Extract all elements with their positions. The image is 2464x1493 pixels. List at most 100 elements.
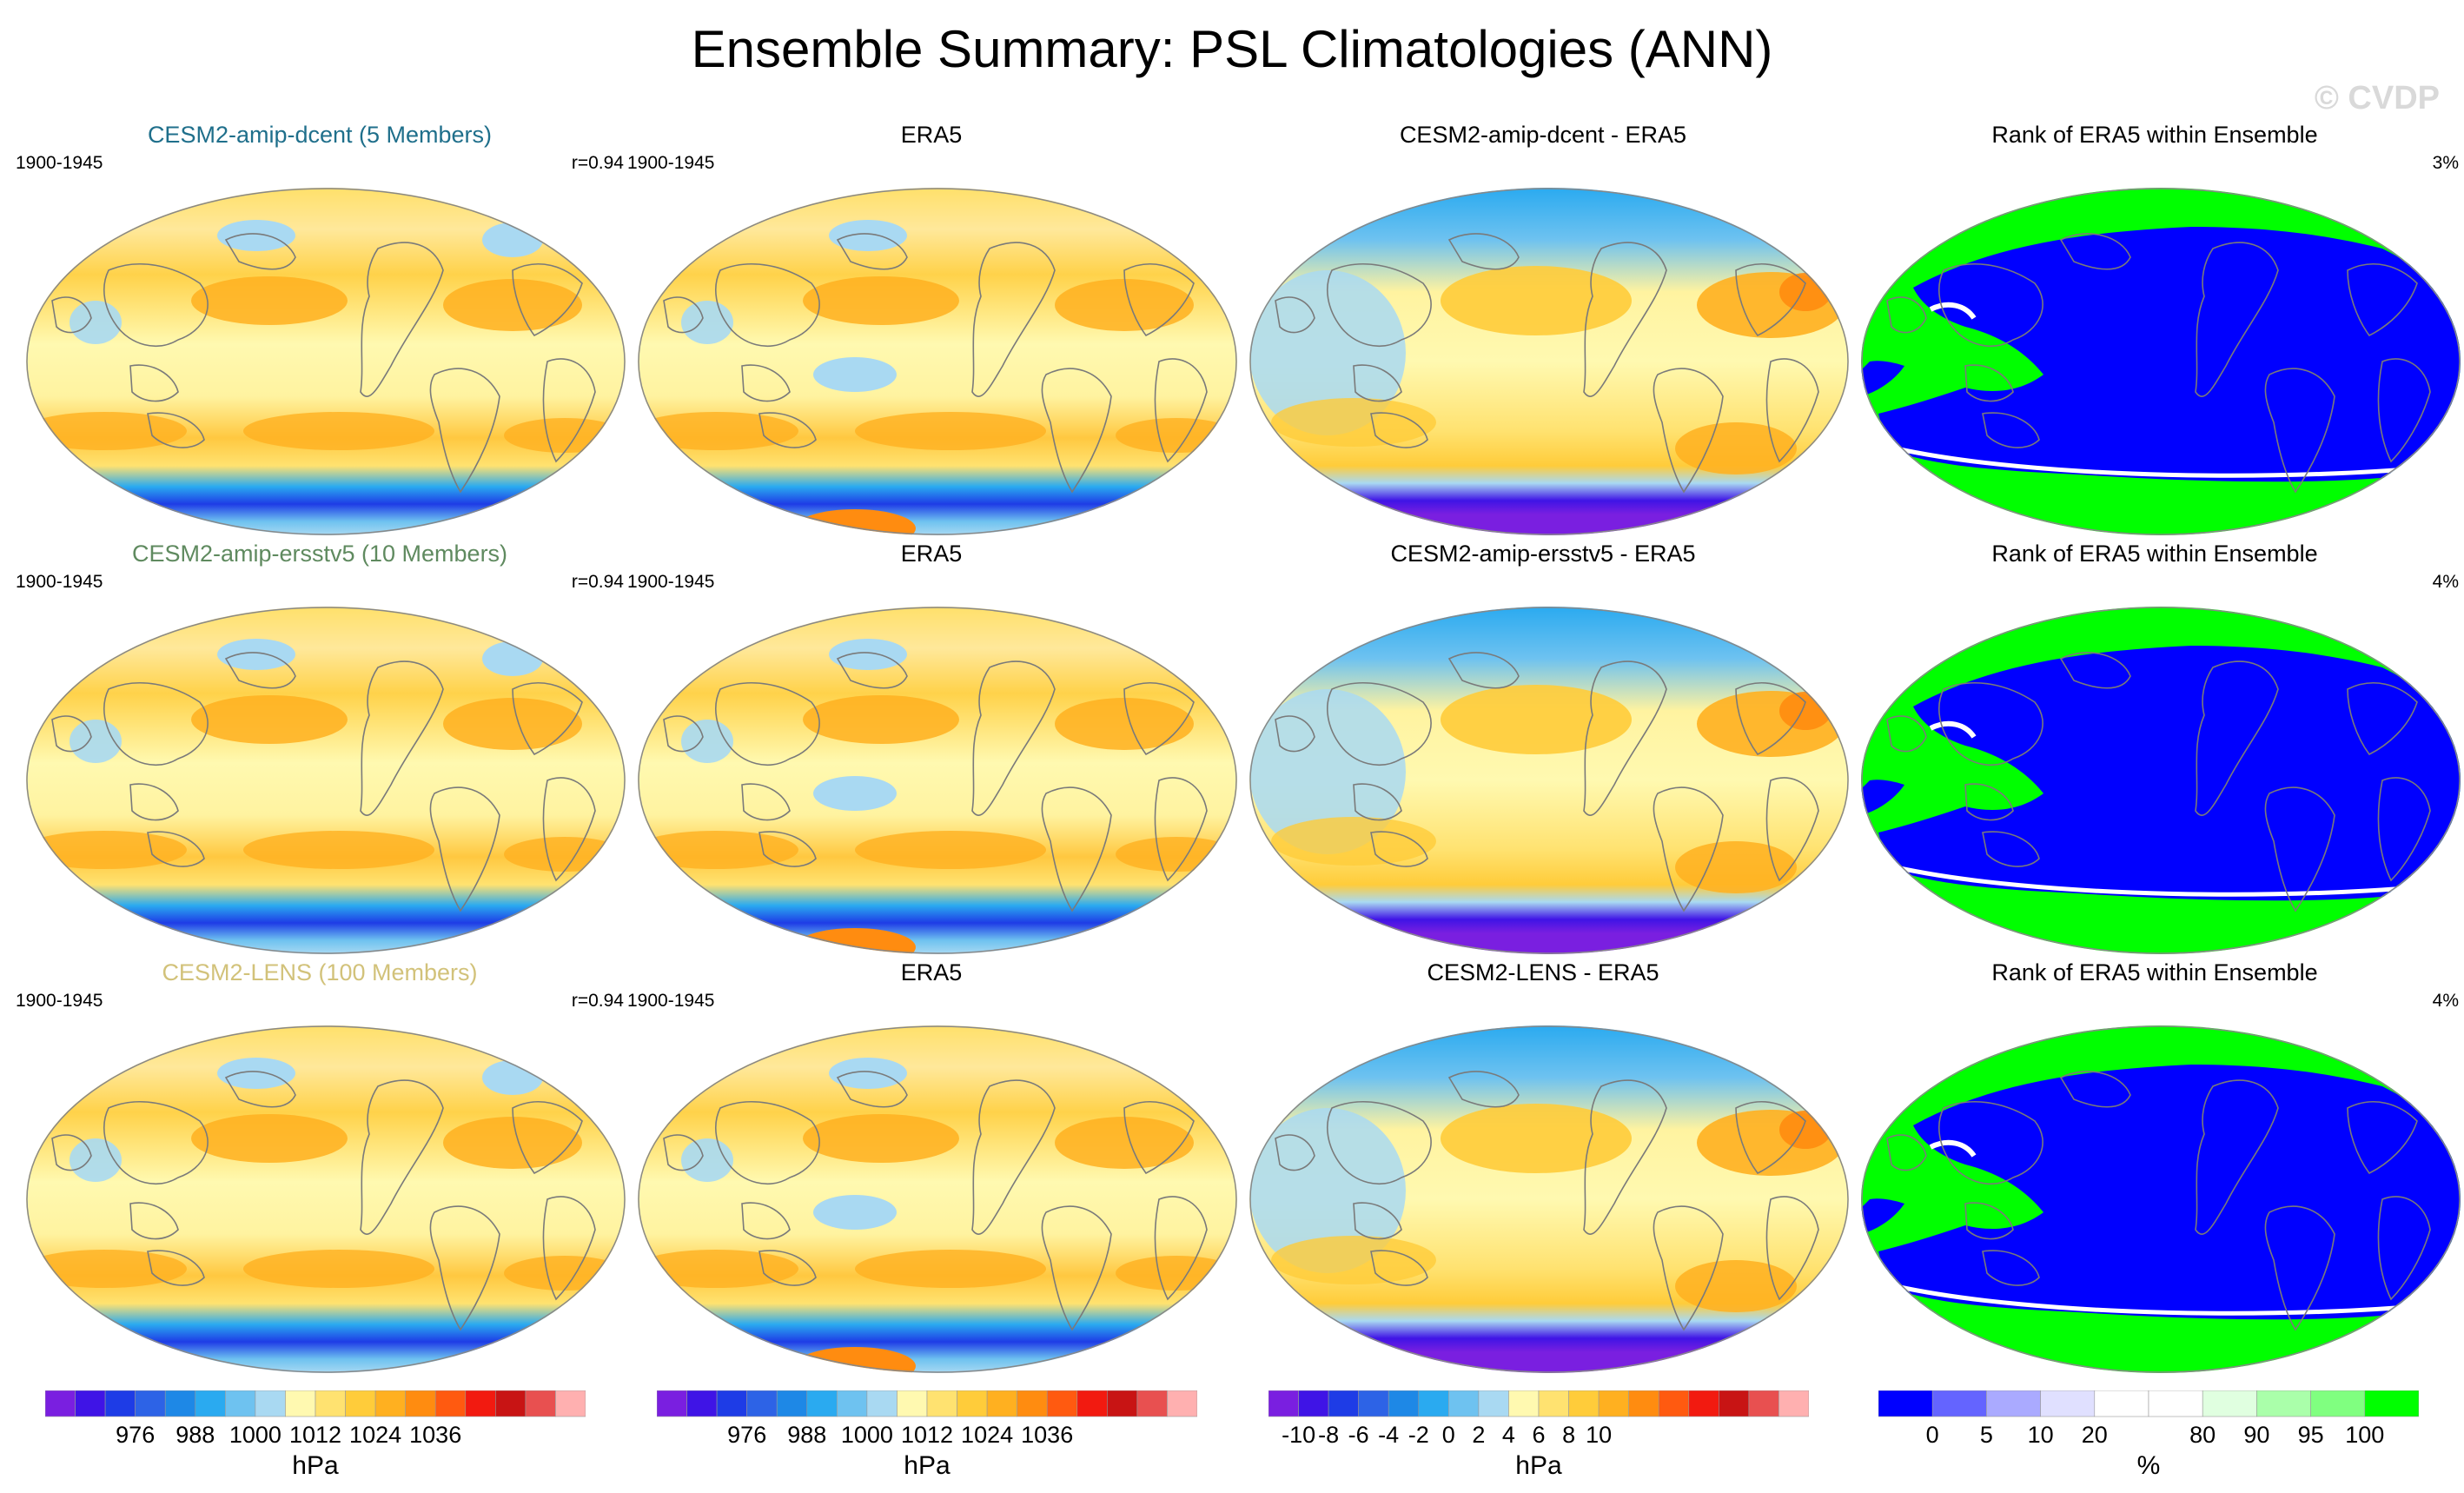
- colorbar-box: [405, 1390, 436, 1417]
- year-range: 1900-1945: [16, 153, 103, 173]
- colorbar-box: [1107, 1390, 1138, 1417]
- colorbar-box: [1076, 1390, 1108, 1417]
- year-range: 1900-1945: [16, 572, 103, 592]
- colorbar-tick-label: 20: [2081, 1422, 2108, 1448]
- colorbar-tick-label: -8: [1318, 1422, 1340, 1448]
- rank-percent: 3%: [2432, 153, 2459, 173]
- diff-map: [1249, 607, 1849, 954]
- colorbar-tick-label: 1000: [229, 1422, 282, 1448]
- diff-map: [1249, 188, 1849, 535]
- rank-panel: Rank of ERA5 within Ensemble 4%: [1851, 541, 2461, 958]
- colorbar-box: [164, 1390, 196, 1417]
- colorbar-box: [1017, 1390, 1048, 1417]
- colorbar-tick-label: 100: [2345, 1422, 2385, 1448]
- panel-title: ERA5: [900, 541, 963, 567]
- colorbar-box: [434, 1390, 467, 1417]
- colorbar-tick-label: 6: [1532, 1422, 1546, 1448]
- colorbar-box: [806, 1390, 838, 1417]
- colorbar-box: [1658, 1390, 1690, 1417]
- obs-panel: ERA5 1900-1945: [627, 122, 1237, 539]
- panel-title: Rank of ERA5 within Ensemble: [1991, 541, 2318, 567]
- colorbar-tick-label: 1012: [900, 1422, 954, 1448]
- obs-map: [638, 1025, 1237, 1373]
- colorbar-unit: hPa: [292, 1451, 339, 1480]
- colorbar-box: [716, 1390, 747, 1417]
- colorbar-box: [1628, 1390, 1659, 1417]
- colorbar-box: [657, 1390, 687, 1417]
- model-panel: CESM2-amip-dcent (5 Members) 1900-1945 r=0…: [16, 122, 626, 539]
- diff-panel: CESM2-LENS - ERA5: [1239, 959, 1849, 1377]
- colorbar-box: [866, 1390, 898, 1417]
- colorbar-box: [345, 1390, 376, 1417]
- obs-panel: ERA5 1900-1945: [627, 959, 1237, 1377]
- colorbar-box: [135, 1390, 166, 1417]
- colorbar-tick-label: 10: [1586, 1422, 1613, 1448]
- colorbar-box: [1388, 1390, 1420, 1417]
- diff-panel: CESM2-amip-dcent - ERA5: [1239, 122, 1849, 539]
- colorbar-box: [374, 1390, 406, 1417]
- colorbar-box: [897, 1390, 928, 1417]
- year-range: 1900-1945: [627, 153, 715, 173]
- colorbar-tick-label: 95: [2297, 1422, 2324, 1448]
- colorbar-box: [1448, 1390, 1480, 1417]
- colorbar: 0 5 10 20 80 90 95 100%: [1878, 1390, 2419, 1486]
- colorbar-box: [2148, 1390, 2203, 1417]
- colorbar-box: [285, 1390, 316, 1417]
- colorbar-box: [75, 1390, 106, 1417]
- colorbar-box: [1167, 1390, 1197, 1417]
- colorbar: 976 988 1000 1012 1024 1036 hPa: [657, 1390, 1197, 1486]
- year-range: 1900-1945: [627, 991, 715, 1011]
- colorbar-tick-label: 976: [727, 1422, 767, 1448]
- obs-map: [638, 188, 1237, 535]
- colorbar-unit: hPa: [904, 1451, 950, 1480]
- colorbar-tick-label: 1024: [961, 1422, 1014, 1448]
- colorbar-box: [2094, 1390, 2149, 1417]
- colorbar-tick-label: 988: [787, 1422, 827, 1448]
- colorbar-box: [2310, 1390, 2366, 1417]
- colorbar-tick-label: 4: [1501, 1422, 1515, 1448]
- colorbar-box: [225, 1390, 256, 1417]
- colorbar-tick-label: 10: [2027, 1422, 2054, 1448]
- colorbar-box: [1598, 1390, 1629, 1417]
- colorbar-box: [495, 1390, 527, 1417]
- panel-title: CESM2-amip-dcent (5 Members): [147, 122, 493, 148]
- colorbar-box: [315, 1390, 346, 1417]
- diff-panel: CESM2-amip-ersstv5 - ERA5: [1239, 541, 1849, 958]
- colorbar-box: [104, 1390, 136, 1417]
- colorbar-tick-label: 988: [176, 1422, 215, 1448]
- colorbar-box: [465, 1390, 496, 1417]
- diff-map: [1249, 1025, 1849, 1373]
- colorbar-box: [555, 1390, 586, 1417]
- panel-title: CESM2-amip-dcent - ERA5: [1399, 122, 1687, 148]
- colorbar-box: [255, 1390, 286, 1417]
- pattern-correlation: r=0.94: [571, 572, 624, 592]
- colorbar-box: [776, 1390, 808, 1417]
- model-panel: CESM2-LENS (100 Members) 1900-1945 r=0.94: [16, 959, 626, 1377]
- colorbar-box: [1719, 1390, 1750, 1417]
- cvdp-watermark: © CVDP: [2314, 80, 2440, 116]
- colorbar-box: [1568, 1390, 1600, 1417]
- colorbar-tick-label: 976: [116, 1422, 156, 1448]
- colorbar-box: [525, 1390, 556, 1417]
- colorbar-tick-label: -10: [1282, 1422, 1316, 1448]
- model-map: [26, 188, 626, 535]
- rank-panel: Rank of ERA5 within Ensemble 3%: [1851, 122, 2461, 539]
- colorbar-box: [1688, 1390, 1719, 1417]
- rank-percent: 4%: [2432, 991, 2459, 1011]
- model-panel: CESM2-amip-ersstv5 (10 Members) 1900-1945…: [16, 541, 626, 958]
- colorbar-tick-label: -6: [1348, 1422, 1369, 1448]
- rank-map: [1861, 1025, 2461, 1373]
- panel-title: CESM2-LENS (100 Members): [162, 959, 478, 985]
- colorbar-box: [1298, 1390, 1329, 1417]
- colorbar-tick-label: -2: [1408, 1422, 1429, 1448]
- figure-title: Ensemble Summary: PSL Climatologies (ANN…: [691, 20, 1773, 78]
- colorbar-tick-label: 2: [1472, 1422, 1486, 1448]
- pattern-correlation: r=0.94: [571, 991, 624, 1011]
- colorbar-box: [1136, 1390, 1168, 1417]
- panel-title: Rank of ERA5 within Ensemble: [1991, 122, 2318, 148]
- colorbar-box: [1358, 1390, 1389, 1417]
- pattern-correlation: r=0.94: [571, 153, 624, 173]
- colorbar-box: [686, 1390, 718, 1417]
- colorbar-box: [2040, 1390, 2096, 1417]
- panel-title: CESM2-amip-ersstv5 (10 Members): [131, 541, 508, 567]
